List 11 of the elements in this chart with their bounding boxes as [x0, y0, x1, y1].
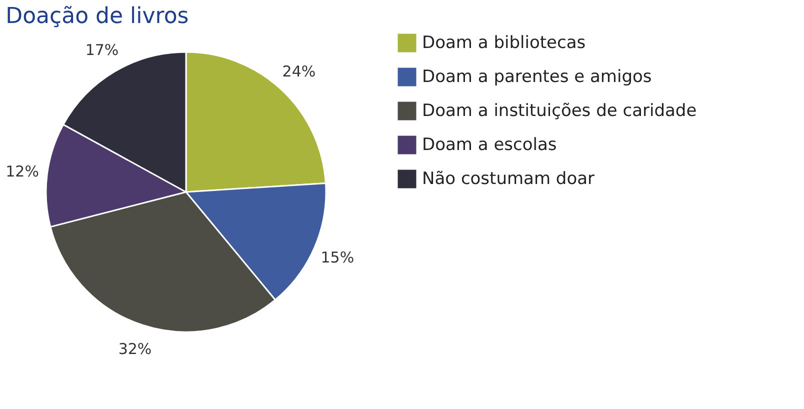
chart-title: Doação de livros	[6, 4, 189, 29]
data-label: 24%	[282, 62, 316, 81]
legend-label: Doam a escolas	[422, 135, 557, 155]
data-label: 12%	[6, 162, 39, 180]
data-label: 15%	[320, 248, 354, 267]
data-label: 17%	[85, 40, 119, 59]
legend-label: Doam a instituições de caridade	[422, 101, 697, 121]
legend-label: Doam a bibliotecas	[422, 33, 586, 53]
legend-label: Doam a parentes e amigos	[422, 67, 652, 87]
data-label: 32%	[118, 340, 152, 358]
legend-label: Não costumam doar	[422, 169, 595, 189]
